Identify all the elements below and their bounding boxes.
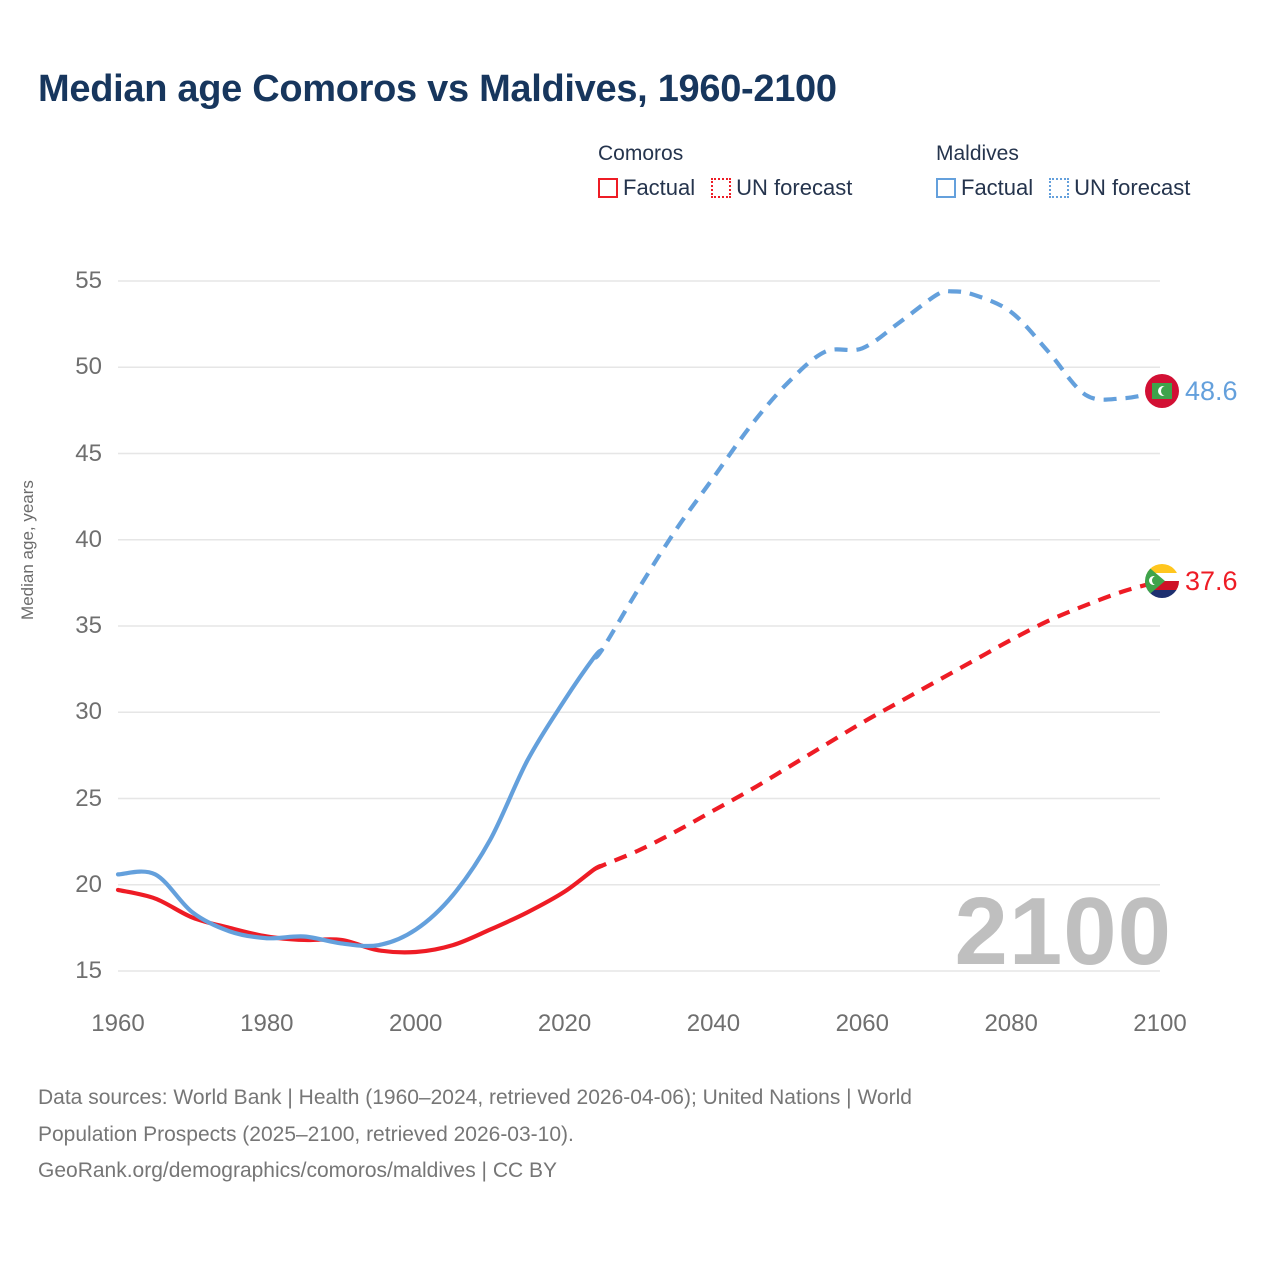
legend-item-maldives-forecast[interactable]: UN forecast xyxy=(1049,175,1190,201)
x-axis-tick-label: 2100 xyxy=(1133,1010,1187,1037)
x-axis-tick-label: 2040 xyxy=(686,1010,741,1037)
legend-group-comoros: Comoros Factual UN forecast xyxy=(598,142,852,201)
y-axis-tick-label: 45 xyxy=(75,439,102,467)
maldives-flag-icon xyxy=(1145,374,1179,409)
x-axis-tick-label: 1960 xyxy=(91,1010,145,1037)
y-axis-tick-label: 30 xyxy=(75,698,102,726)
legend-item-maldives-factual[interactable]: Factual xyxy=(936,175,1033,201)
x-axis-tick-label: 1980 xyxy=(240,1010,294,1037)
legend-item-label: UN forecast xyxy=(1074,175,1191,200)
y-axis-title: Median age, years xyxy=(18,480,37,620)
footer-line-3: GeoRank.org/demographics/comoros/maldive… xyxy=(38,1159,558,1183)
y-axis-tick-label: 50 xyxy=(75,353,102,381)
x-axis-tick-label: 2060 xyxy=(835,1010,889,1037)
legend-country-label: Comoros xyxy=(598,142,684,165)
x-axis-tick-label: 2020 xyxy=(537,1010,592,1037)
x-axis-tick-label: 2080 xyxy=(984,1010,1038,1037)
end-value-maldives: 48.6 xyxy=(1185,375,1238,406)
dotted-square-outline-icon xyxy=(711,178,732,198)
legend-group-maldives: Maldives Factual UN forecast xyxy=(936,142,1190,201)
x-axis-tick-label: 2000 xyxy=(389,1010,443,1037)
legend-item-comoros-forecast[interactable]: UN forecast xyxy=(711,175,852,201)
end-value-comoros: 37.6 xyxy=(1185,565,1238,596)
y-axis-tick-label: 15 xyxy=(75,957,102,984)
legend-item-label: Factual xyxy=(961,175,1034,200)
legend-item-label: Factual xyxy=(623,175,696,200)
chart-legend: Comoros Factual UN forecast Maldives Fac… xyxy=(598,142,1258,222)
comoros-flag-icon xyxy=(1145,564,1179,599)
y-axis-tick-label: 25 xyxy=(75,784,102,812)
legend-item-comoros-factual[interactable]: Factual xyxy=(598,175,695,201)
page-title: Median age Comoros vs Maldives, 1960-210… xyxy=(38,68,837,110)
y-axis-tick-label: 35 xyxy=(75,612,102,639)
series-line-factual-maldives xyxy=(115,648,604,949)
y-axis-tick-label: 20 xyxy=(75,870,102,898)
solid-square-outline-icon xyxy=(598,178,618,198)
solid-square-outline-icon xyxy=(936,178,956,198)
series-line-forecast-maldives xyxy=(592,288,1161,660)
footer-line-2: Population Prospects (2025–2100, retriev… xyxy=(38,1122,574,1146)
series-line-forecast-comoros xyxy=(593,579,1161,872)
legend-country-label: Maldives xyxy=(936,142,1019,165)
legend-item-label: UN forecast xyxy=(736,175,853,200)
y-axis-tick-label: 40 xyxy=(75,525,102,553)
end-label-comoros: 37.6 xyxy=(1145,564,1238,599)
footer-sources: Data sources: World Bank | Health (1960–… xyxy=(38,1082,1188,1188)
end-label-maldives: 48.6 xyxy=(1145,374,1238,409)
y-axis-tick-label: 55 xyxy=(75,267,102,294)
year-watermark: 2100 xyxy=(954,878,1172,985)
footer-line-1: Data sources: World Bank | Health (1960–… xyxy=(38,1086,912,1109)
dotted-square-outline-icon xyxy=(1049,178,1070,198)
